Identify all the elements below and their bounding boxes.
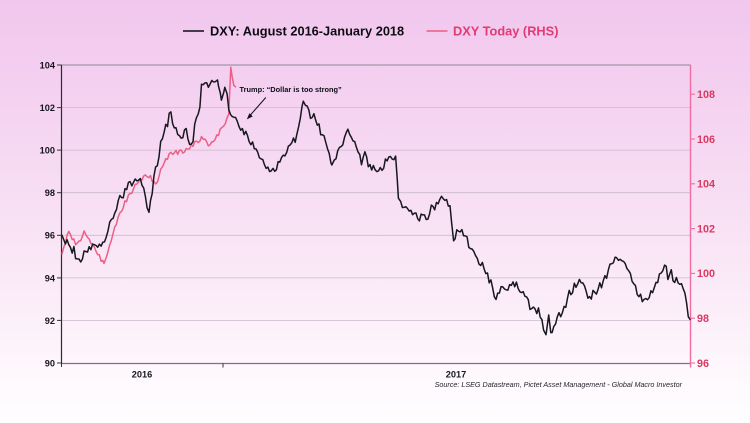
svg-text:98: 98 [697,313,709,325]
svg-text:104: 104 [40,60,56,70]
svg-text:94: 94 [45,273,56,283]
svg-text:Trump: “Dollar is too strong”: Trump: “Dollar is too strong” [240,85,343,94]
svg-text:102: 102 [697,223,715,235]
svg-text:104: 104 [697,179,715,191]
svg-text:Source: LSEG Datastream, Picte: Source: LSEG Datastream, Pictet Asset Ma… [435,380,683,389]
svg-text:2017: 2017 [446,370,466,380]
svg-text:2016: 2016 [132,370,152,380]
svg-text:90: 90 [45,358,55,368]
svg-text:DXY: August 2016-January 2018: DXY: August 2016-January 2018 [210,24,404,39]
svg-text:96: 96 [45,231,55,241]
svg-text:100: 100 [40,146,55,156]
svg-text:100: 100 [697,268,715,280]
svg-text:92: 92 [45,316,55,326]
svg-text:96: 96 [697,358,709,370]
svg-text:98: 98 [45,188,55,198]
svg-text:102: 102 [40,103,55,113]
svg-text:DXY Today (RHS): DXY Today (RHS) [453,24,558,39]
svg-text:108: 108 [697,89,715,101]
svg-text:106: 106 [697,134,715,146]
